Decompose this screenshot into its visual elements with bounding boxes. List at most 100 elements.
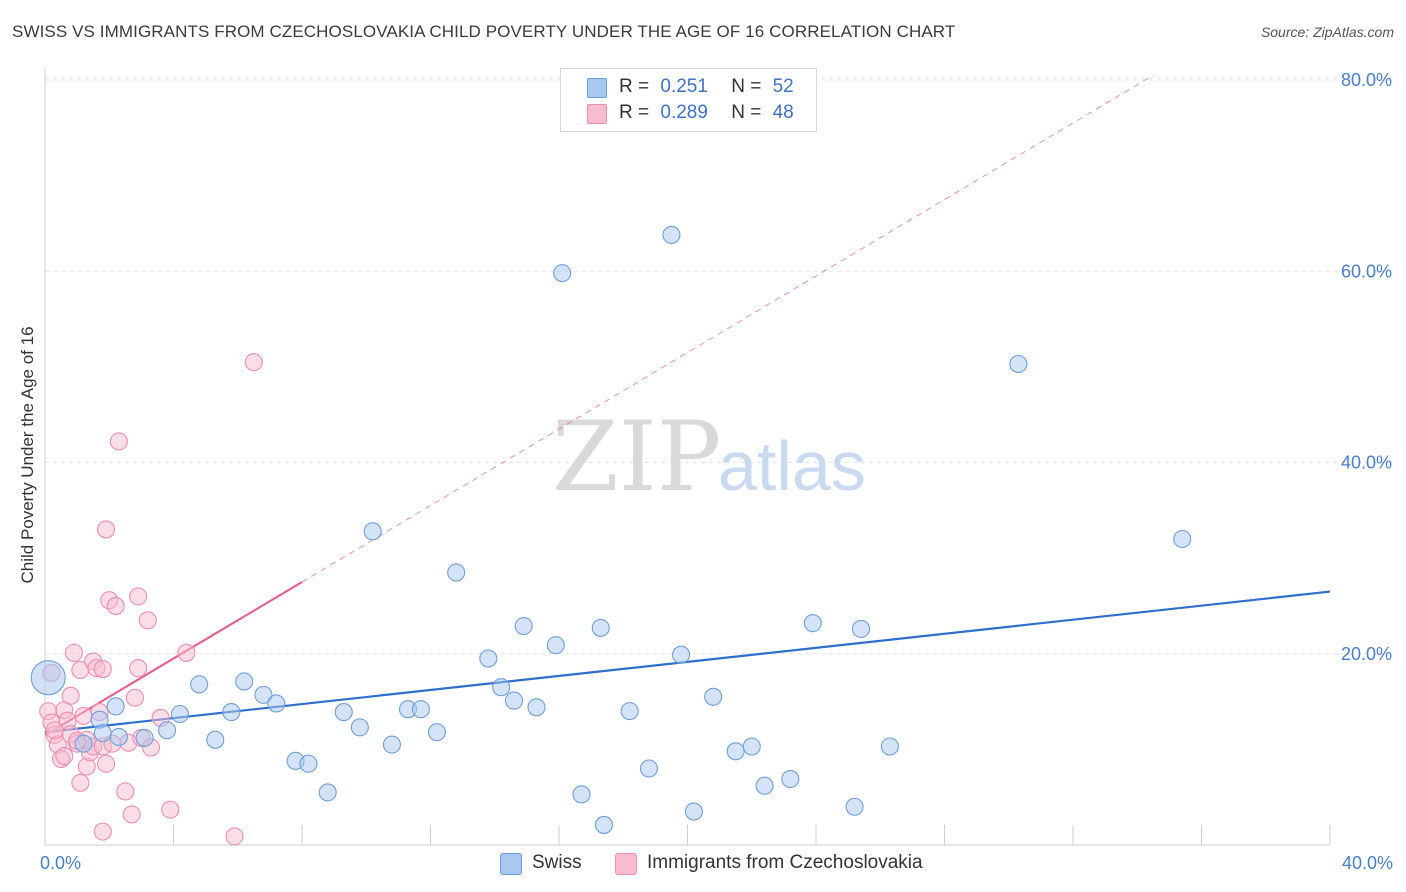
point-swiss	[190, 675, 209, 694]
point-swiss	[684, 802, 703, 821]
point-swiss	[74, 734, 93, 753]
watermark-zip: ZIP	[552, 401, 721, 513]
point-swiss	[350, 718, 369, 737]
point-swiss	[726, 742, 745, 761]
bottom-legend-swatch-swiss	[500, 853, 522, 875]
point-czech	[96, 520, 116, 539]
point-swiss	[492, 678, 511, 697]
legend-text-swiss: R = 0.251 N = 52	[619, 76, 794, 98]
point-czech	[116, 782, 135, 801]
point-czech	[125, 688, 144, 707]
point-swiss	[704, 687, 723, 706]
bottom-legend-label-czech: Immigrants from Czechoslovakia	[647, 852, 923, 873]
tick-labels: 20.0% 40.0% 60.0% 80.0% 0.0% 40.0%	[40, 70, 1393, 873]
point-swiss	[880, 737, 899, 756]
point-swiss	[427, 723, 446, 742]
point-swiss	[447, 563, 466, 582]
trend-line-czech	[301, 74, 1154, 583]
legend-text-czech: R = 0.289 N = 48	[619, 102, 794, 124]
x-tick-label: 40.0%	[1342, 853, 1393, 873]
point-swiss	[1009, 354, 1028, 374]
legend-n-label: N =	[731, 76, 762, 97]
point-swiss	[504, 691, 524, 710]
point-czech	[161, 800, 180, 819]
point-czech	[225, 827, 244, 846]
point-swiss	[662, 225, 681, 244]
point-swiss	[527, 698, 546, 717]
legend-swatch-swiss	[587, 78, 607, 98]
point-swiss	[363, 522, 382, 541]
point-czech	[61, 686, 80, 705]
point-czech	[96, 754, 116, 773]
bottom-legend-label-swiss: Swiss	[532, 852, 582, 873]
point-swiss	[546, 636, 565, 655]
point-swiss	[672, 645, 691, 664]
legend-n-value: 52	[772, 76, 794, 97]
point-czech	[71, 773, 90, 792]
point-swiss	[479, 649, 498, 668]
point-swiss	[93, 724, 112, 743]
point-czech	[55, 747, 74, 766]
bottom-legend-swatch-czech	[615, 853, 637, 875]
legend-n-value: 48	[772, 102, 794, 123]
point-swiss	[851, 619, 871, 638]
point-czech	[93, 822, 112, 841]
point-swiss	[135, 728, 154, 747]
point-swiss	[781, 769, 800, 789]
point-swiss	[514, 616, 533, 636]
y-tick-label: 80.0%	[1341, 70, 1392, 90]
point-swiss	[235, 672, 254, 691]
point-swiss	[254, 685, 273, 704]
point-swiss	[411, 700, 430, 719]
point-czech	[138, 611, 157, 630]
point-swiss	[170, 704, 189, 724]
y-tick-label: 60.0%	[1341, 261, 1392, 281]
point-swiss	[845, 797, 864, 816]
point-czech	[177, 643, 196, 662]
point-czech	[74, 706, 93, 725]
point-swiss	[553, 264, 572, 283]
point-swiss	[30, 660, 66, 696]
source-note: Source: ZipAtlas.com	[1260, 24, 1394, 40]
point-czech	[129, 659, 148, 678]
trend-line-swiss	[44, 590, 1331, 734]
point-czech	[106, 596, 125, 615]
point-swiss	[222, 703, 241, 722]
point-swiss	[109, 727, 128, 746]
point-swiss	[639, 759, 659, 778]
watermark-atlas: atlas	[718, 427, 866, 505]
legend: R = 0.251 N = 52 R = 0.289 N = 48	[560, 68, 817, 132]
point-swiss	[1173, 529, 1192, 549]
point-czech	[122, 805, 141, 824]
point-czech	[244, 353, 263, 372]
point-swiss	[158, 721, 177, 740]
x-tick-label: 0.0%	[40, 853, 81, 873]
point-swiss	[742, 737, 761, 756]
point-swiss	[620, 702, 639, 721]
y-tick-label: 20.0%	[1341, 644, 1392, 664]
point-swiss	[594, 815, 614, 834]
legend-r-value: 0.289	[660, 102, 708, 123]
point-swiss	[755, 776, 774, 795]
point-swiss	[591, 618, 610, 637]
point-swiss	[267, 694, 286, 713]
point-swiss	[382, 735, 402, 754]
point-czech	[45, 721, 64, 740]
data-points	[30, 225, 1192, 846]
point-czech	[93, 659, 112, 679]
point-swiss	[299, 754, 318, 773]
point-swiss	[572, 785, 591, 804]
legend-r-label: R =	[619, 102, 650, 123]
point-czech	[109, 432, 128, 451]
point-swiss	[803, 614, 822, 633]
point-swiss	[106, 697, 125, 716]
point-czech	[129, 587, 148, 606]
legend-swatch-czech	[587, 104, 607, 124]
y-tick-label: 40.0%	[1341, 453, 1392, 473]
point-swiss	[318, 783, 337, 802]
legend-n-label: N =	[731, 102, 762, 123]
point-swiss	[334, 703, 353, 722]
point-czech	[64, 643, 83, 662]
legend-r-value: 0.251	[660, 76, 708, 97]
point-swiss	[206, 730, 225, 749]
